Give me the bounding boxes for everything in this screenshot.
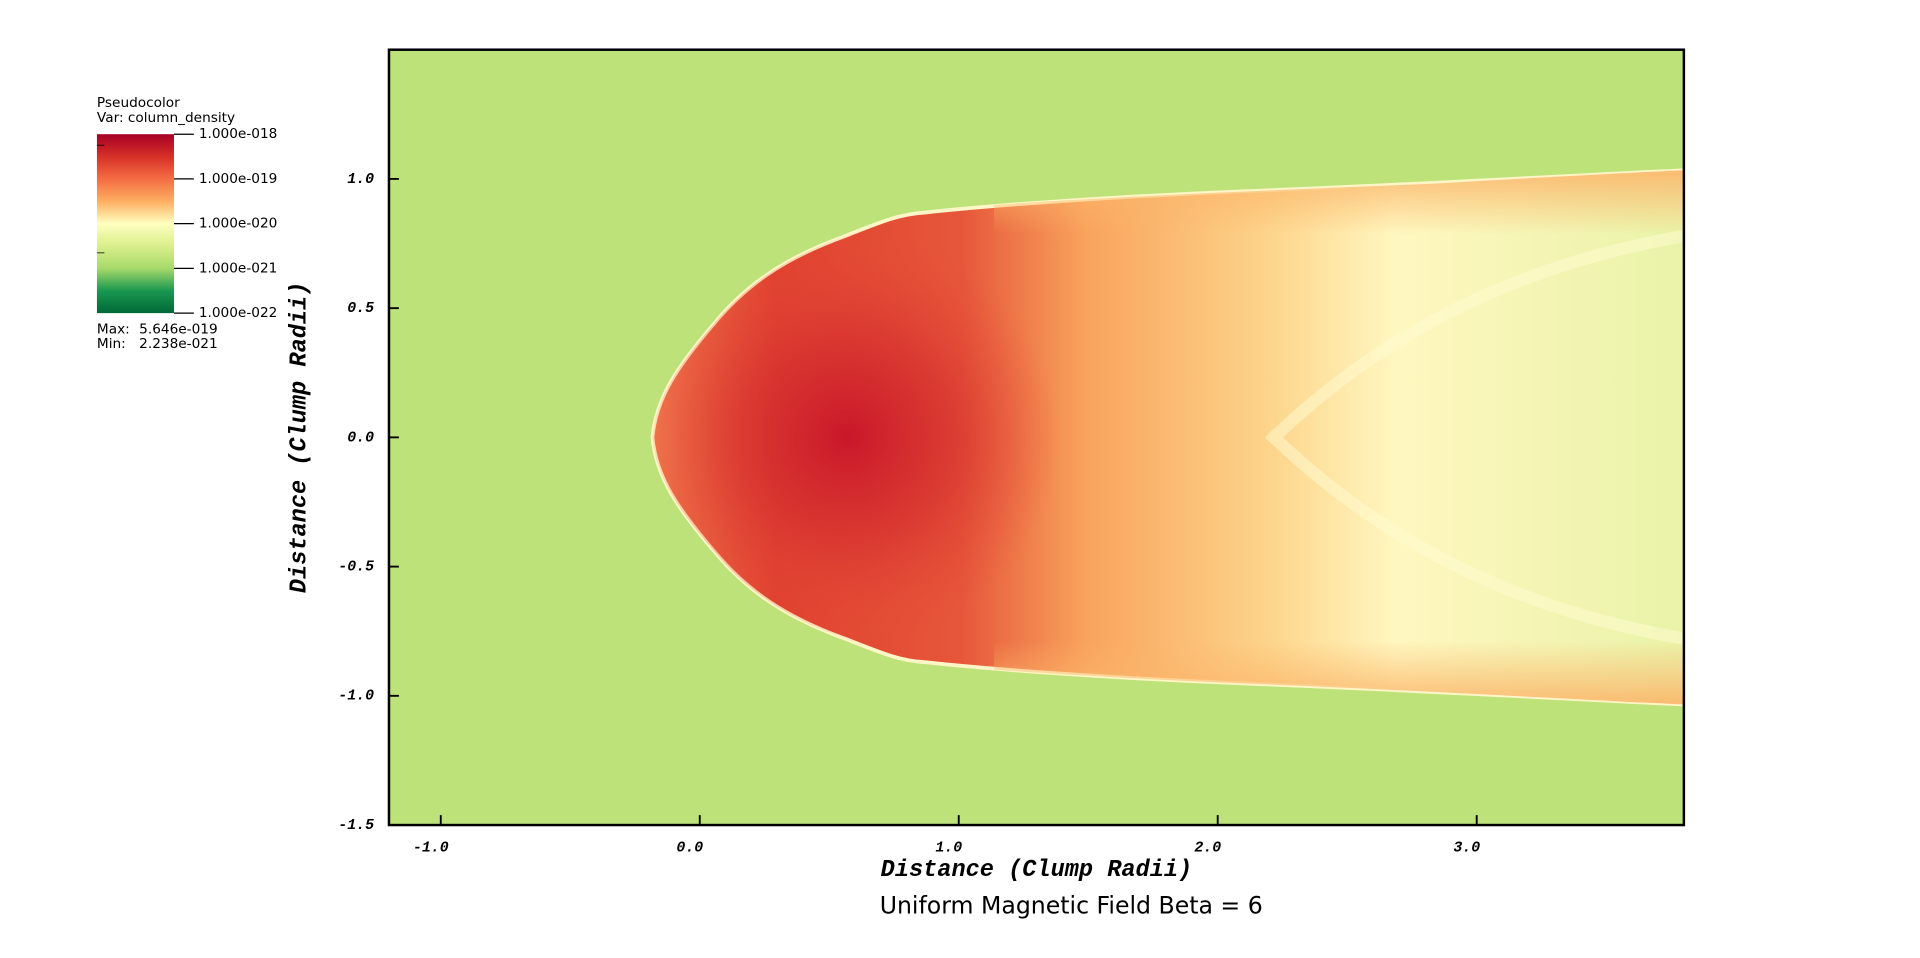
colorbar-tick-label: 1.000e-018 [199, 126, 278, 142]
chart-title: Uniform Magnetic Field Beta = 6 [880, 892, 1263, 920]
colorbar-tick-label: 1.000e-020 [199, 216, 278, 232]
y-tick-label: 1.0 [347, 172, 374, 188]
plume [650, 168, 1684, 707]
legend-min: 2.238e-021 [139, 336, 218, 352]
x-tick-label: 3.0 [1453, 840, 1480, 856]
colorbar-tick-label: 1.000e-021 [199, 260, 278, 276]
x-tick-label: 1.0 [935, 840, 962, 856]
x-tick-label: 2.0 [1194, 840, 1221, 856]
colorbar-tick-label: 1.000e-022 [199, 305, 278, 321]
colorbar-tick-label: 1.000e-019 [199, 171, 278, 187]
y-tick-label: 0.5 [347, 301, 374, 317]
colorbar [96, 134, 174, 314]
legend-variable: Var: column_density [97, 110, 235, 126]
y-tick-label: -1.5 [338, 818, 374, 834]
x-axis-label: Distance (Clump Radii) [881, 857, 1193, 884]
y-tick-label: 0.0 [347, 430, 374, 446]
legend-title: Pseudocolor [97, 95, 180, 111]
legend-min-title: Min: [97, 336, 126, 352]
y-tick-label: -1.0 [338, 689, 374, 705]
legend-max-title: Max: [97, 321, 130, 337]
y-tick-label: -0.5 [338, 560, 374, 576]
legend: Pseudocolor Var: column_density Max: 5.6… [96, 95, 278, 352]
x-tick-label: -1.0 [413, 840, 449, 856]
y-axis-label: Distance (Clump Radii) [287, 282, 314, 593]
axes: -1.0 0.0 1.0 2.0 3.0 -1.5 -1.0 -0.5 0.0 0.5 1.0 [338, 172, 1480, 856]
legend-max: 5.646e-019 [139, 321, 218, 337]
pseudocolor-field [388, 49, 1684, 826]
x-tick-label: 0.0 [676, 840, 703, 856]
